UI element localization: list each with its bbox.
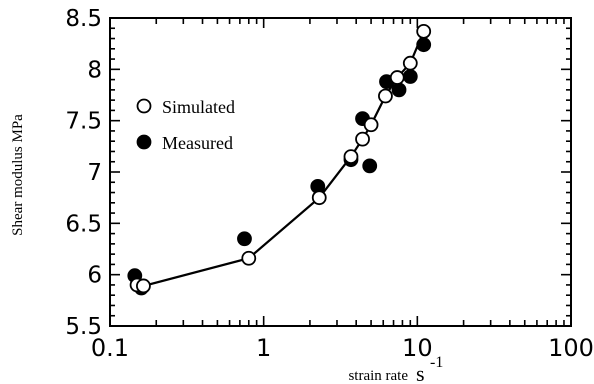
y-tick-label: 6 bbox=[87, 263, 102, 289]
data-point-simulated bbox=[136, 278, 151, 294]
legend-simulated-label: Simulated bbox=[162, 97, 235, 117]
x-tick-label: 10 bbox=[402, 334, 433, 362]
data-point-measured bbox=[237, 231, 252, 247]
data-point-simulated bbox=[402, 55, 418, 71]
x-tick-label: 1 bbox=[256, 334, 271, 362]
x-axis-label-exponent: -1 bbox=[430, 354, 443, 371]
y-tick-label: 7.5 bbox=[65, 109, 102, 135]
series-line-simulated bbox=[136, 30, 425, 288]
x-axis-label-text: strain rate bbox=[348, 368, 408, 384]
tick-marks bbox=[109, 17, 572, 327]
data-point-simulated bbox=[378, 88, 393, 104]
data-point-simulated bbox=[363, 117, 379, 133]
data-point-simulated bbox=[311, 190, 327, 206]
data-points bbox=[127, 23, 432, 296]
data-point-measured bbox=[402, 69, 418, 84]
legend-measured-label: Measured bbox=[162, 133, 233, 153]
data-point-simulated bbox=[416, 23, 432, 39]
data-point-measured bbox=[391, 82, 407, 98]
data-point-simulated bbox=[389, 70, 405, 85]
data-point-simulated bbox=[355, 131, 370, 147]
y-tick-label: 6.5 bbox=[65, 211, 102, 237]
x-axis-label: strain rate s -1 bbox=[348, 354, 443, 384]
data-point-measured bbox=[416, 37, 432, 53]
legend-simulated-marker bbox=[136, 98, 152, 114]
simulated-line bbox=[136, 30, 425, 288]
y-axis-label: Shear modulus MPa bbox=[10, 114, 26, 236]
y-tick-label: 8.5 bbox=[65, 6, 102, 32]
x-tick-labels: 0.1 1 10 100 bbox=[91, 334, 594, 362]
x-axis-label-unit: s bbox=[416, 361, 425, 384]
legend-measured-marker bbox=[136, 134, 152, 150]
x-tick-label: 100 bbox=[548, 334, 594, 362]
y-tick-label: 8 bbox=[87, 57, 102, 83]
data-point-simulated bbox=[343, 149, 359, 165]
legend: Simulated Measured bbox=[136, 97, 235, 153]
data-point-simulated bbox=[241, 250, 257, 266]
data-point-measured bbox=[362, 158, 378, 174]
y-tick-labels: 5.5 6 6.5 7 7.5 8 8.5 bbox=[65, 6, 102, 340]
y-tick-label: 5.5 bbox=[65, 314, 102, 340]
y-tick-label: 7 bbox=[87, 160, 102, 186]
x-tick-label: 0.1 bbox=[91, 334, 129, 362]
